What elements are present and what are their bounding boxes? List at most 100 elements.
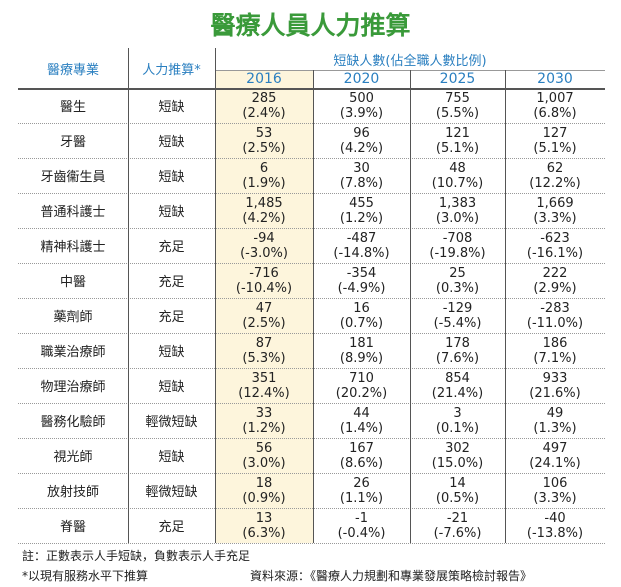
cell: 121 (5.1%)	[410, 123, 505, 158]
profession: 精神科護士	[40, 240, 106, 255]
share: (24.1%)	[529, 455, 581, 471]
count: 497	[542, 440, 568, 456]
cell: 56 (3.0%)	[215, 438, 313, 473]
share: (3.3%)	[533, 210, 577, 226]
cell: -354 (-4.9%)	[313, 263, 410, 298]
cell: 167 (8.6%)	[313, 438, 410, 473]
share: (6.8%)	[533, 105, 577, 121]
h-line	[18, 158, 605, 159]
count: -1	[355, 510, 368, 526]
cell: 30 (7.8%)	[313, 158, 410, 193]
cell: 127 (5.1%)	[505, 123, 605, 158]
share: (15.0%)	[431, 455, 484, 471]
title: 醫療人員人力推算	[210, 11, 411, 40]
share: (-11.0%)	[526, 315, 584, 331]
cell: -708 (-19.8%)	[410, 228, 505, 263]
share: (3.0%)	[242, 455, 286, 471]
share: (-3.0%)	[240, 245, 288, 261]
profession: 中醫	[59, 275, 86, 290]
profession: 牙齒衞生員	[40, 170, 106, 185]
share: (4.2%)	[242, 210, 286, 226]
header-year: 2020	[343, 71, 380, 87]
h-line	[18, 508, 605, 509]
count: -716	[249, 265, 279, 281]
cell: -40 (-13.8%)	[505, 508, 605, 543]
count: 56	[255, 440, 273, 456]
count: -40	[544, 510, 566, 526]
share: (20.2%)	[335, 385, 388, 401]
share: (2.4%)	[242, 105, 286, 121]
share: (0.3%)	[435, 280, 480, 296]
count: 25	[449, 265, 466, 281]
profession: 物理治療師	[40, 380, 106, 395]
cell: -1 (-0.4%)	[313, 508, 410, 543]
profession: 脊醫	[59, 520, 86, 535]
cell: 13 (6.3%)	[215, 508, 313, 543]
cell: -716 (-10.4%)	[215, 263, 313, 298]
count: 49	[546, 405, 564, 421]
count: 1,485	[245, 195, 283, 211]
share: (1.4%)	[339, 420, 384, 436]
cell: 1,669 (3.3%)	[505, 193, 605, 228]
share: (-19.8%)	[429, 245, 486, 261]
cell: -487 (-14.8%)	[313, 228, 410, 263]
count: 186	[542, 335, 568, 351]
count: 13	[255, 510, 273, 526]
note: *以現有服務水平下推算	[22, 568, 149, 583]
cell: -283 (-11.0%)	[505, 298, 605, 333]
h-line	[18, 193, 605, 194]
profession: 放射技師	[46, 485, 99, 500]
count: 854	[445, 370, 470, 386]
cell: 44 (1.4%)	[313, 403, 410, 438]
count: -487	[346, 230, 377, 246]
count: 351	[251, 370, 277, 386]
projection: 短缺	[158, 205, 185, 220]
share: (0.1%)	[435, 420, 480, 436]
cell: 87 (5.3%)	[215, 333, 313, 368]
cell: 302 (15.0%)	[410, 438, 505, 473]
projection: 短缺	[158, 170, 185, 185]
profession: 醫務化驗師	[40, 415, 106, 430]
share: (-0.4%)	[337, 525, 386, 541]
cell: 1,007 (6.8%)	[505, 88, 605, 123]
cell: 33 (1.2%)	[215, 403, 313, 438]
cell: 455 (1.2%)	[313, 193, 410, 228]
projection: 充足	[158, 240, 185, 255]
cell: 3 (0.1%)	[410, 403, 505, 438]
highlight	[215, 70, 313, 543]
share: (-7.6%)	[433, 525, 482, 541]
h-line	[18, 123, 605, 124]
count: 127	[542, 125, 568, 141]
count: 44	[353, 405, 370, 421]
cell: 26 (1.1%)	[313, 473, 410, 508]
count: 3	[453, 405, 462, 421]
count: 1,383	[438, 195, 477, 211]
share: (3.0%)	[435, 210, 480, 226]
share: (1.3%)	[533, 420, 577, 436]
cell: 6 (1.9%)	[215, 158, 313, 193]
cell: 186 (7.1%)	[505, 333, 605, 368]
header-year: 2025	[439, 71, 476, 87]
profession: 普通科護士	[40, 205, 106, 220]
count: 222	[542, 265, 568, 281]
cell: 854 (21.4%)	[410, 368, 505, 403]
share: (0.5%)	[435, 490, 480, 506]
share: (3.3%)	[533, 490, 577, 506]
projection: 充足	[158, 310, 185, 325]
cell: 933 (21.6%)	[505, 368, 605, 403]
cell: 49 (1.3%)	[505, 403, 605, 438]
share: (-5.4%)	[433, 315, 482, 331]
v-line	[215, 48, 216, 543]
count: 181	[349, 335, 374, 351]
h-line	[18, 543, 605, 544]
count: 455	[349, 195, 374, 211]
share: (12.4%)	[238, 385, 290, 401]
h-line	[18, 333, 605, 334]
v-line	[128, 48, 129, 543]
h-line	[18, 368, 605, 369]
header-shortage: 短缺人數(佔全職人數比例)	[333, 53, 487, 69]
projection: 短缺	[158, 100, 185, 115]
share: (5.1%)	[533, 140, 577, 156]
header-year: 2016	[246, 71, 282, 87]
cell: 497 (24.1%)	[505, 438, 605, 473]
